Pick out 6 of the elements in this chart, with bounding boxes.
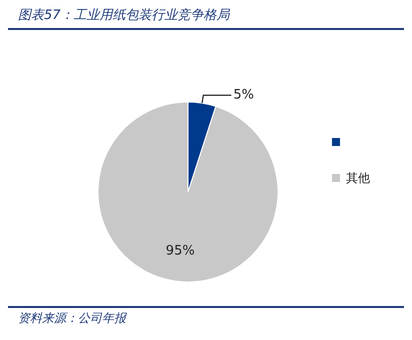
data-label: 5%	[233, 88, 254, 103]
data-label: 95%	[166, 243, 195, 258]
chart-title: 图表57：工业用纸包装行业竞争格局	[18, 7, 230, 24]
pie-slice	[98, 102, 278, 282]
legend-label: 其他	[346, 170, 370, 186]
text: 资料来源：公司年报	[18, 310, 126, 327]
